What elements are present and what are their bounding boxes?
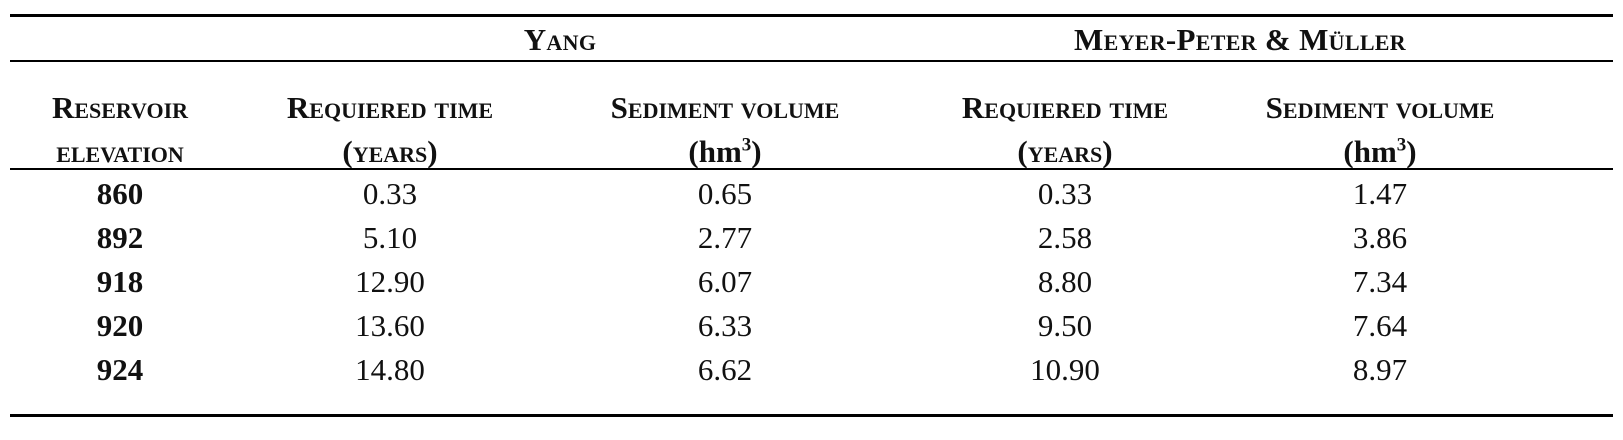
- cell-yang-volume: 6.62: [697, 352, 753, 387]
- cell-elevation: 920: [96, 308, 144, 343]
- unit-text: (hm: [688, 134, 742, 169]
- unit-close: ): [751, 134, 762, 169]
- column-header-line: (years): [342, 134, 438, 169]
- cell-elevation: 892: [96, 220, 144, 255]
- cell-mpm-time: 2.58: [1037, 220, 1093, 255]
- cell-elevation: 924: [96, 352, 144, 387]
- column-header-line: Requiered time: [961, 90, 1169, 125]
- table-row: 918 12.90 6.07 8.80 7.34: [0, 260, 1623, 304]
- column-header-line: Reservoir: [51, 90, 189, 125]
- unit-close: ): [1406, 134, 1417, 169]
- cell-yang-time: 14.80: [355, 352, 425, 387]
- cell-elevation: 918: [96, 264, 144, 299]
- cell-mpm-volume: 1.47: [1352, 176, 1408, 211]
- cell-mpm-time: 0.33: [1037, 176, 1093, 211]
- cell-yang-time: 5.10: [362, 220, 418, 255]
- group-header-yang: Yang: [523, 22, 597, 57]
- column-header-unit: (hm3): [560, 130, 890, 174]
- table-bottom-rule: [10, 414, 1613, 417]
- column-header-mpm-time: Requiered time (years): [900, 86, 1230, 174]
- table-row: 860 0.33 0.65 0.33 1.47: [0, 172, 1623, 216]
- group-header-rule: [10, 60, 1613, 62]
- column-header-line: (years): [1017, 134, 1113, 169]
- column-header-line: Requiered time: [286, 90, 494, 125]
- cell-mpm-volume: 3.86: [1352, 220, 1408, 255]
- table-row: 924 14.80 6.62 10.90 8.97: [0, 348, 1623, 392]
- column-header-yang-time: Requiered time (years): [240, 86, 540, 174]
- cell-yang-time: 13.60: [355, 308, 425, 343]
- column-header-line: Sediment volume: [1265, 90, 1495, 125]
- column-header-reservoir-elevation: Reservoir elevation: [10, 86, 230, 174]
- cell-mpm-volume: 8.97: [1352, 352, 1408, 387]
- cell-mpm-volume: 7.34: [1352, 264, 1408, 299]
- column-header-rule: [10, 168, 1613, 170]
- column-header-line: Sediment volume: [610, 90, 840, 125]
- cell-elevation: 860: [96, 176, 144, 211]
- group-header-meyer-peter-muller: Meyer-Peter & Müller: [1074, 22, 1406, 57]
- column-header-mpm-volume: Sediment volume (hm3): [1210, 86, 1550, 174]
- cell-yang-volume: 6.33: [697, 308, 753, 343]
- column-header-line: elevation: [56, 134, 184, 169]
- cell-mpm-time: 10.90: [1030, 352, 1100, 387]
- cell-mpm-volume: 7.64: [1352, 308, 1408, 343]
- table-row: 892 5.10 2.77 2.58 3.86: [0, 216, 1623, 260]
- unit-exponent: 3: [1396, 134, 1407, 156]
- cell-yang-time: 12.90: [355, 264, 425, 299]
- table-row: 920 13.60 6.33 9.50 7.64: [0, 304, 1623, 348]
- unit-text: (hm: [1343, 134, 1397, 169]
- cell-yang-volume: 0.65: [697, 176, 753, 211]
- cell-yang-time: 0.33: [362, 176, 418, 211]
- cell-yang-volume: 2.77: [697, 220, 753, 255]
- cell-yang-volume: 6.07: [697, 264, 753, 299]
- cell-mpm-time: 9.50: [1037, 308, 1093, 343]
- unit-exponent: 3: [741, 134, 752, 156]
- column-header-yang-volume: Sediment volume (hm3): [560, 86, 890, 174]
- cell-mpm-time: 8.80: [1037, 264, 1093, 299]
- table-top-rule: [10, 14, 1613, 17]
- column-header-unit: (hm3): [1210, 130, 1550, 174]
